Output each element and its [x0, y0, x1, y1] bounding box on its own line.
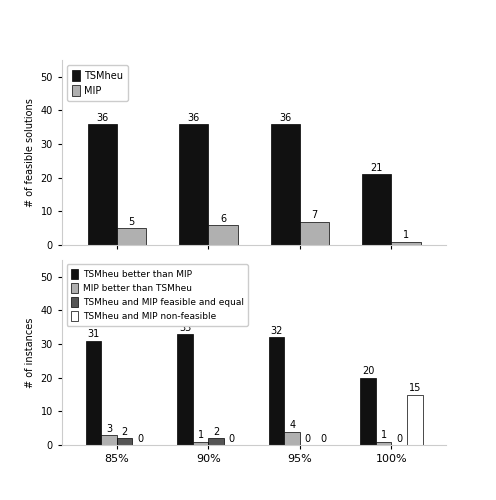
- Text: 36: 36: [187, 112, 200, 122]
- Bar: [391, 242, 421, 245]
- Legend: TSMheu, MIP: TSMheu, MIP: [67, 65, 128, 101]
- Y-axis label: # of instances: # of instances: [25, 318, 35, 388]
- Text: 1: 1: [403, 230, 409, 240]
- Bar: [362, 174, 391, 245]
- Text: 3: 3: [106, 424, 112, 434]
- Bar: [407, 394, 423, 445]
- Text: 32: 32: [270, 326, 283, 336]
- Text: 2: 2: [213, 427, 219, 437]
- Text: 4: 4: [289, 420, 295, 430]
- Text: 15: 15: [409, 383, 421, 393]
- Y-axis label: # of feasible solutions: # of feasible solutions: [25, 98, 35, 207]
- Text: 0: 0: [137, 434, 143, 444]
- Bar: [193, 442, 208, 445]
- Bar: [101, 435, 117, 445]
- Text: 0: 0: [396, 434, 402, 444]
- Text: 31: 31: [87, 330, 100, 340]
- Bar: [178, 334, 193, 445]
- Bar: [208, 225, 238, 245]
- Bar: [117, 438, 132, 445]
- Text: 0: 0: [305, 434, 311, 444]
- Text: 2: 2: [122, 427, 128, 437]
- Text: 5: 5: [128, 217, 135, 227]
- Bar: [284, 432, 300, 445]
- Text: 0: 0: [229, 434, 235, 444]
- Bar: [271, 124, 300, 245]
- Text: 0: 0: [320, 434, 326, 444]
- Text: 7: 7: [311, 210, 318, 220]
- Bar: [117, 228, 146, 245]
- Bar: [208, 438, 224, 445]
- Bar: [300, 222, 329, 245]
- Text: 20: 20: [362, 366, 374, 376]
- Bar: [376, 442, 391, 445]
- Text: 6: 6: [220, 214, 226, 224]
- Text: 33: 33: [179, 322, 191, 332]
- Legend: TSMheu better than MIP, MIP better than TSMheu, TSMheu and MIP feasible and equa: TSMheu better than MIP, MIP better than …: [66, 264, 248, 326]
- Text: 36: 36: [279, 112, 292, 122]
- Text: 21: 21: [371, 163, 383, 173]
- Text: 1: 1: [197, 430, 204, 440]
- Bar: [361, 378, 376, 445]
- Bar: [179, 124, 208, 245]
- Text: 1: 1: [380, 430, 387, 440]
- Bar: [88, 124, 117, 245]
- Bar: [86, 340, 101, 445]
- Bar: [269, 338, 284, 445]
- Text: 36: 36: [96, 112, 109, 122]
